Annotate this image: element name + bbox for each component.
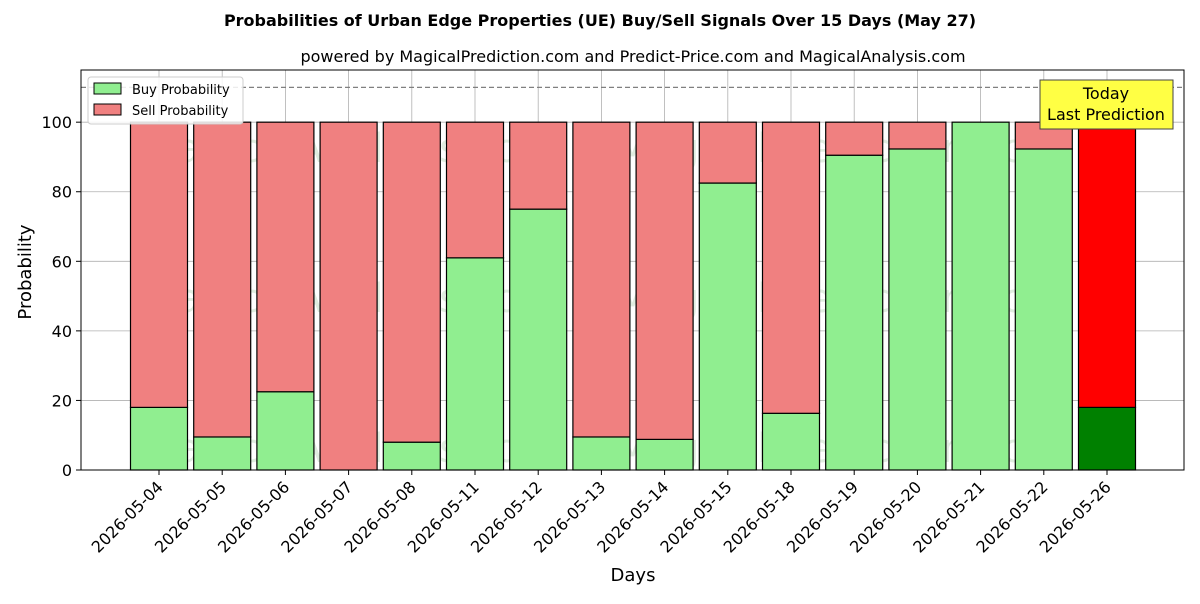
bar-sell-2026-05-14 bbox=[635, 121, 694, 440]
x-axis-label: Days bbox=[611, 565, 656, 586]
y-tick-label: 0 bbox=[62, 461, 72, 480]
legend-label: Buy Probability bbox=[132, 83, 230, 98]
bar-sell-2026-05-11 bbox=[445, 121, 505, 259]
y-axis: 0 20 40 60 80 100 bbox=[41, 113, 81, 480]
bar-buy-2026-05-15 bbox=[698, 182, 757, 471]
today-annotation: Today Last Prediction bbox=[1039, 79, 1174, 130]
bar-sell-2026-05-15 bbox=[698, 121, 757, 184]
bar-buy-2026-05-19 bbox=[825, 154, 884, 471]
bar-buy-2026-05-18 bbox=[761, 412, 821, 471]
bar-sell-2026-05-19 bbox=[825, 121, 884, 156]
bars-layer bbox=[129, 121, 1137, 471]
bar-buy-2026-05-21 bbox=[951, 121, 1010, 471]
bar-sell-2026-05-26 bbox=[1077, 121, 1137, 408]
bar-buy-2026-05-13 bbox=[572, 436, 631, 471]
bar-sell-2026-05-05 bbox=[193, 121, 252, 438]
legend-swatch bbox=[93, 103, 122, 116]
bar-buy-2026-05-11 bbox=[445, 257, 505, 471]
bar-sell-2026-05-08 bbox=[382, 121, 441, 443]
bar-sell-2026-05-04 bbox=[129, 121, 189, 408]
bar-buy-2026-05-22 bbox=[1014, 148, 1073, 471]
bar-sell-2026-05-20 bbox=[888, 121, 947, 150]
annotation-box bbox=[1039, 79, 1174, 130]
bar-buy-2026-05-12 bbox=[509, 208, 568, 471]
y-tick-label: 20 bbox=[52, 391, 72, 410]
y-tick-label: 100 bbox=[41, 113, 72, 132]
legend-swatch bbox=[93, 82, 122, 95]
bar-sell-2026-05-13 bbox=[572, 121, 631, 438]
bar-sell-2026-05-12 bbox=[509, 121, 568, 210]
y-axis-label: Probability bbox=[15, 224, 36, 319]
chart-title: Probabilities of Urban Edge Properties (… bbox=[224, 11, 976, 30]
bar-buy-2026-05-14 bbox=[635, 438, 694, 471]
bar-sell-2026-05-07 bbox=[319, 121, 378, 471]
bar-buy-2026-05-06 bbox=[256, 391, 315, 471]
chart-subtitle: powered by MagicalPrediction.com and Pre… bbox=[300, 47, 965, 66]
bar-buy-2026-05-08 bbox=[382, 441, 441, 471]
bar-buy-2026-05-20 bbox=[888, 148, 947, 471]
bar-sell-2026-05-06 bbox=[256, 121, 315, 393]
bar-buy-2026-05-26 bbox=[1077, 406, 1137, 471]
x-axis: 2026-05-042026-05-052026-05-062026-05-07… bbox=[88, 470, 1115, 557]
legend-box bbox=[87, 76, 244, 125]
y-tick-label: 60 bbox=[52, 252, 72, 271]
legend-label: Sell Probability bbox=[132, 104, 229, 119]
annotation-line2: Last Prediction bbox=[1047, 105, 1165, 124]
bar-buy-2026-05-05 bbox=[193, 436, 252, 471]
legend: Buy Probability Sell Probability bbox=[87, 76, 244, 125]
plot-frame bbox=[80, 69, 1185, 471]
y-tick-label: 40 bbox=[52, 322, 72, 341]
y-tick-label: 80 bbox=[52, 183, 72, 202]
annotation-line1: Today bbox=[1082, 84, 1129, 103]
bar-sell-2026-05-18 bbox=[761, 121, 821, 414]
bar-buy-2026-05-04 bbox=[129, 406, 189, 471]
